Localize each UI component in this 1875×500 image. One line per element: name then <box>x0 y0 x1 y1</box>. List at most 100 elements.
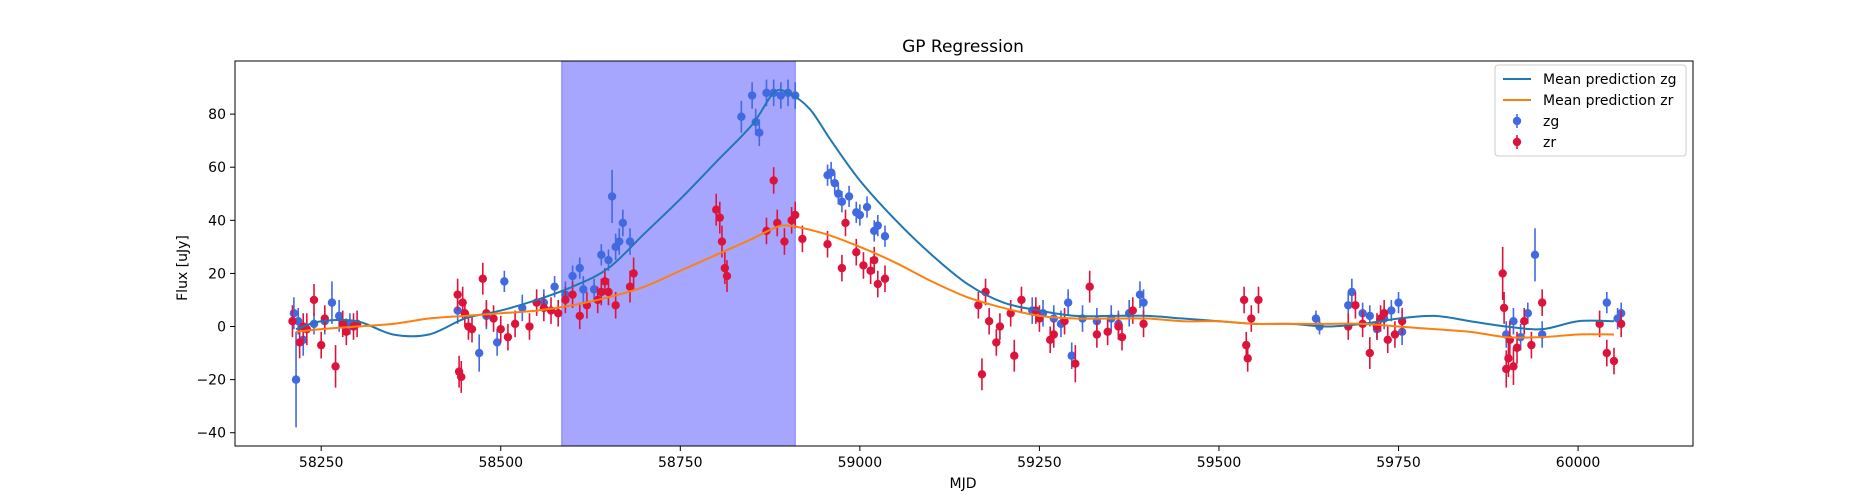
x-tick-label: 59250 <box>1017 455 1062 471</box>
data-point-zg <box>1063 298 1073 307</box>
legend-marker-swatch <box>1512 116 1522 126</box>
x-tick-label: 59750 <box>1376 455 1421 471</box>
data-point-zr <box>1049 330 1058 339</box>
data-point-zg <box>1523 309 1533 318</box>
plot-frame <box>234 60 1694 447</box>
chart-title: GP Regression <box>902 37 1024 57</box>
x-axis-label: MJD <box>950 476 977 492</box>
data-point-zr <box>1242 340 1251 350</box>
data-point-zr <box>478 274 487 283</box>
data-point-zr <box>331 362 340 371</box>
data-point-zr <box>992 338 1001 347</box>
legend: Mean prediction zg Mean prediction zr zg zr <box>1494 64 1687 157</box>
data-point-zg <box>294 317 303 326</box>
data-point-zr <box>823 240 832 249</box>
data-point-zg <box>880 232 890 241</box>
data-point-zr <box>866 266 875 275</box>
data-point-zr <box>995 322 1005 331</box>
data-point-zr <box>841 218 850 228</box>
data-point-zg <box>291 375 301 384</box>
data-point-zr <box>597 287 606 297</box>
data-point-zr <box>1602 348 1612 358</box>
data-point-zr <box>984 317 994 326</box>
data-point-zg <box>776 91 786 100</box>
data-point-zr <box>773 218 782 228</box>
data-point-zr <box>295 338 304 347</box>
x-tick-label: 58750 <box>658 455 703 471</box>
data-point-zr <box>780 237 789 246</box>
data-point-zr <box>974 301 983 310</box>
data-point-zg <box>1387 306 1396 315</box>
data-point-zg <box>1311 314 1321 323</box>
data-point-zg <box>834 189 843 198</box>
data-point-zr <box>496 324 505 334</box>
data-point-zg <box>737 112 746 121</box>
data-point-zg <box>492 338 502 347</box>
plot-inner <box>288 61 1626 446</box>
line-mean-prediction-zg <box>295 88 1615 338</box>
data-point-zr <box>1616 319 1626 329</box>
data-point-zg <box>615 237 624 246</box>
data-point-zr <box>342 327 351 337</box>
axes: 58250 58500 58750 59000 59250 59500 59750 60000… <box>196 60 1694 471</box>
data-point-zg <box>1509 317 1518 326</box>
data-point-zg <box>579 285 588 294</box>
data-point-zr <box>977 370 987 379</box>
data-point-zr <box>1504 354 1513 363</box>
x-tick-label: 60000 <box>1556 455 1601 471</box>
x-tick-label: 58250 <box>299 455 344 471</box>
data-point-zg <box>1365 311 1374 321</box>
data-point-zr <box>503 332 513 342</box>
data-point-zr <box>453 290 462 299</box>
data-point-zr <box>769 176 778 185</box>
data-point-zr <box>1114 322 1123 331</box>
data-point-zr <box>873 279 883 289</box>
data-point-zr <box>1383 335 1392 344</box>
data-point-zr <box>880 274 890 283</box>
data-point-zr <box>859 261 868 270</box>
data-point-zr <box>316 340 326 350</box>
data-point-zr <box>1010 351 1019 360</box>
data-point-zr <box>1520 317 1529 326</box>
series-zr <box>288 167 1626 393</box>
data-point-zr <box>1103 327 1112 337</box>
data-point-zg <box>837 197 847 206</box>
data-point-zr <box>1365 348 1374 358</box>
data-point-zg <box>762 88 771 98</box>
data-point-zr <box>870 255 879 265</box>
data-point-zr <box>1609 356 1619 366</box>
data-point-zr <box>1512 343 1522 352</box>
data-point-zr <box>717 237 727 246</box>
data-point-zg <box>1139 298 1148 307</box>
data-point-zr <box>467 324 477 334</box>
data-point-zg <box>607 192 617 201</box>
y-tick-label: 60 <box>208 160 226 176</box>
data-point-zg <box>855 210 865 220</box>
data-point-zr <box>1128 306 1137 315</box>
data-point-zr <box>1527 340 1536 350</box>
data-point-zg <box>597 250 606 260</box>
data-point-zr <box>791 210 800 220</box>
data-point-zg <box>1067 351 1076 360</box>
data-point-zg <box>327 298 337 307</box>
data-point-zg <box>550 282 559 291</box>
data-point-zg <box>1347 287 1357 297</box>
data-point-zg <box>826 168 836 177</box>
data-point-zr <box>561 295 570 305</box>
data-point-zr <box>1537 298 1547 307</box>
data-point-zr <box>1499 303 1509 313</box>
data-point-zg <box>289 309 299 318</box>
data-point-zg <box>625 237 635 246</box>
data-point-zg <box>568 271 577 281</box>
data-point-zg <box>1394 298 1403 307</box>
data-point-zg <box>500 277 509 286</box>
data-point-zr <box>715 213 725 222</box>
data-point-zr <box>1498 269 1507 278</box>
y-tick-label: 0 <box>217 320 226 336</box>
data-point-zg <box>873 221 883 230</box>
data-point-zr <box>604 287 613 297</box>
data-point-zr <box>1117 332 1127 342</box>
plot-area <box>288 61 1626 446</box>
legend-label: Mean prediction zr <box>1543 93 1674 109</box>
data-point-zg <box>747 91 757 100</box>
